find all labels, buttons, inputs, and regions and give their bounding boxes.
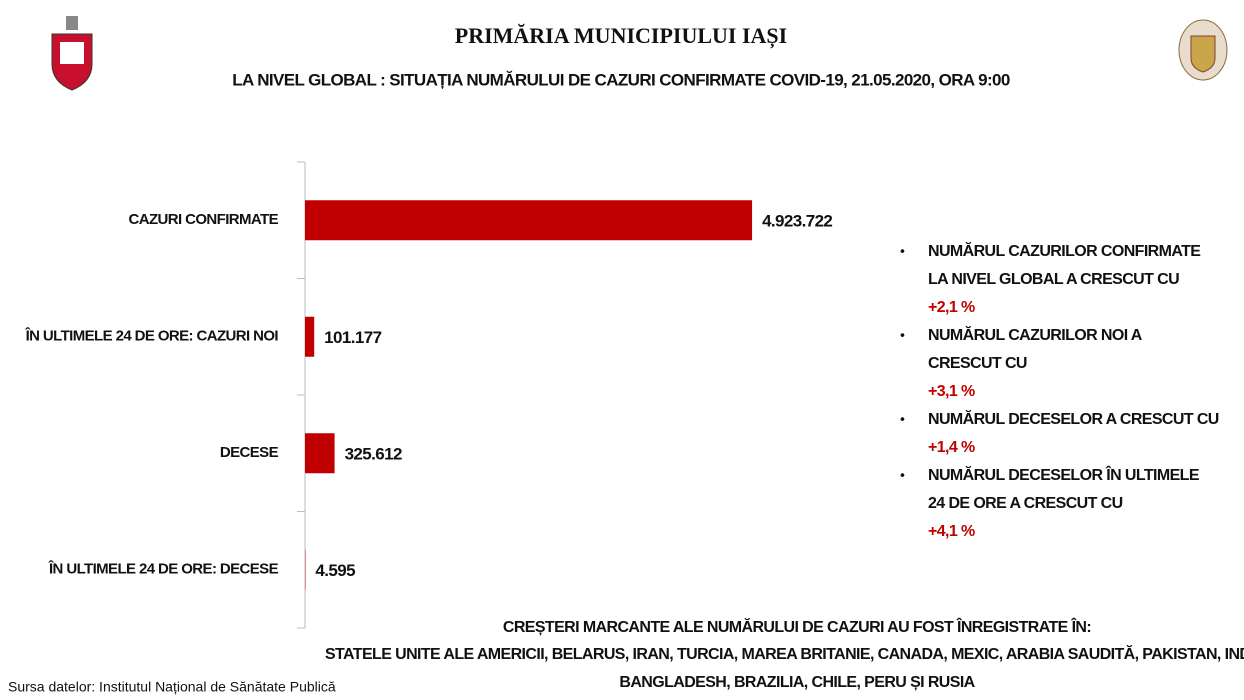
category-label: DECESE (220, 444, 279, 461)
value-label: 4.595 (315, 561, 355, 580)
value-label: 325.612 (345, 445, 402, 464)
bullet: • (900, 411, 905, 427)
bar (305, 316, 315, 357)
category-label: CAZURI CONFIRMATE (128, 211, 278, 228)
iasi-emblem (1178, 19, 1228, 81)
note-text: CRESCUT CU (928, 355, 1027, 372)
source: Sursa datelor: Institutul Național de Să… (8, 679, 336, 695)
subtitle: LA NIVEL GLOBAL : SITUAȚIA NUMĂRULUI DE … (232, 70, 1010, 89)
bullet: • (900, 467, 905, 483)
note-text: NUMĂRUL CAZURILOR CONFIRMATE (928, 241, 1201, 260)
footer-heading: CREȘTERI MARCANTE ALE NUMĂRULUI DE CAZUR… (503, 617, 1091, 636)
bar (305, 433, 335, 474)
footer-line: STATELE UNITE ALE AMERICII, BELARUS, IRA… (325, 644, 1244, 663)
footer-line: BANGLADESH, BRAZILIA, CHILE, PERU ȘI RUS… (619, 674, 975, 691)
bullet: • (900, 327, 905, 343)
note-text: NUMĂRUL DECESELOR ÎN ULTIMELE (928, 465, 1200, 484)
bar (305, 200, 753, 241)
iasi-crest (51, 16, 93, 91)
note-text: NUMĂRUL DECESELOR A CRESCUT CU (928, 409, 1219, 428)
note-change: +3,1 % (928, 383, 975, 400)
value-label: 4.923.722 (762, 212, 832, 231)
note-text: LA NIVEL GLOBAL A CRESCUT CU (928, 271, 1179, 288)
note-change: +2,1 % (928, 299, 975, 316)
note-text: NUMĂRUL CAZURILOR NOI A (928, 325, 1143, 344)
note-text: 24 DE ORE A CRESCUT CU (928, 495, 1123, 512)
category-label: ÎN ULTIMELE 24 DE ORE: DECESE (48, 560, 279, 578)
title: PRIMĂRIA MUNICIPIULUI IAȘI (455, 23, 787, 49)
note-change: +1,4 % (928, 439, 975, 456)
category-label: ÎN ULTIMELE 24 DE ORE: CAZURI NOI (25, 327, 279, 345)
bullet: • (900, 243, 905, 259)
note-change: +4,1 % (928, 523, 975, 540)
value-label: 101.177 (324, 328, 381, 347)
